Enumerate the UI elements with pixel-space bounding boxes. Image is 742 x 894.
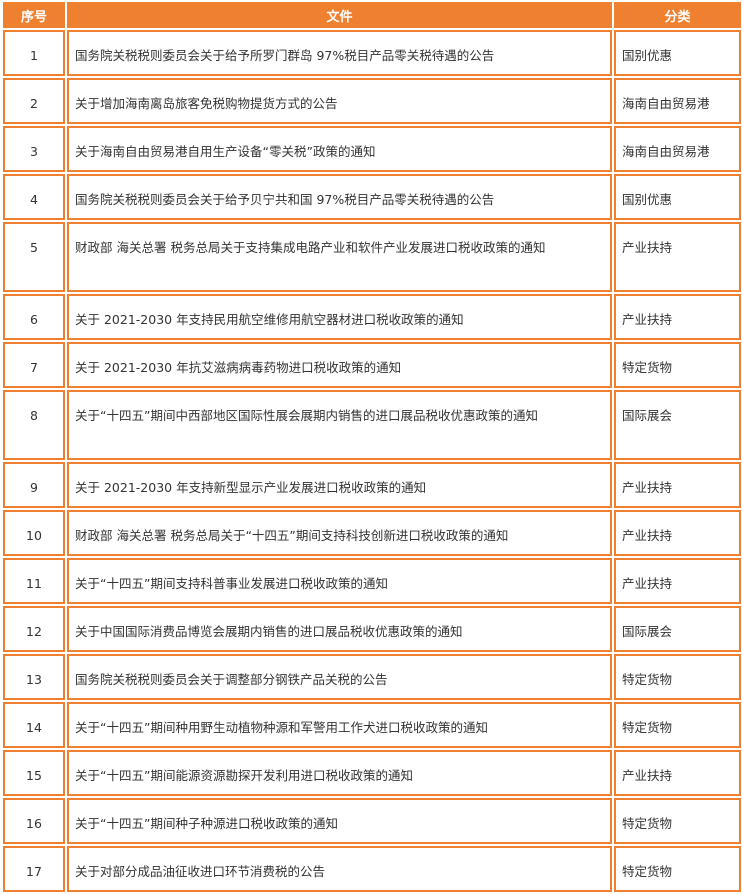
header-row: 序号 文件 分类 [3,2,741,28]
row-category: 国别优惠 [614,174,741,220]
row-document: 关于海南自由贸易港自用生产设备“零关税”政策的通知 [67,126,612,172]
row-index: 2 [3,78,65,124]
table-row: 15 关于“十四五”期间能源资源勘探开发利用进口税收政策的通知 产业扶持 [3,750,741,796]
row-index: 10 [3,510,65,556]
row-category: 产业扶持 [614,222,741,292]
row-category: 特定货物 [614,846,741,892]
header-document: 文件 [67,2,612,28]
row-category: 海南自由贸易港 [614,78,741,124]
table-row: 17 关于对部分成品油征收进口环节消费税的公告 特定货物 [3,846,741,892]
row-document: 关于 2021-2030 年支持新型显示产业发展进口税收政策的通知 [67,462,612,508]
row-document: 关于中国国际消费品博览会展期内销售的进口展品税收优惠政策的通知 [67,606,612,652]
header-category: 分类 [614,2,741,28]
row-category: 特定货物 [614,342,741,388]
row-index: 5 [3,222,65,292]
row-index: 13 [3,654,65,700]
table-row: 3 关于海南自由贸易港自用生产设备“零关税”政策的通知 海南自由贸易港 [3,126,741,172]
header-index: 序号 [3,2,65,28]
table-row: 4 国务院关税税则委员会关于给予贝宁共和国 97%税目产品零关税待遇的公告 国别优惠 [3,174,741,220]
table-row: 9 关于 2021-2030 年支持新型显示产业发展进口税收政策的通知 产业扶持 [3,462,741,508]
row-category: 国别优惠 [614,30,741,76]
row-document: 财政部 海关总署 税务总局关于“十四五”期间支持科技创新进口税收政策的通知 [67,510,612,556]
table-row: 13 国务院关税税则委员会关于调整部分钢铁产品关税的公告 特定货物 [3,654,741,700]
row-document: 国务院关税税则委员会关于调整部分钢铁产品关税的公告 [67,654,612,700]
row-index: 3 [3,126,65,172]
row-index: 9 [3,462,65,508]
row-category: 产业扶持 [614,510,741,556]
row-index: 8 [3,390,65,460]
row-document: 关于“十四五”期间支持科普事业发展进口税收政策的通知 [67,558,612,604]
row-index: 16 [3,798,65,844]
row-index: 12 [3,606,65,652]
table-row: 14 关于“十四五”期间种用野生动植物种源和军警用工作犬进口税收政策的通知 特定货物 [3,702,741,748]
row-category: 产业扶持 [614,294,741,340]
table-row: 5 财政部 海关总署 税务总局关于支持集成电路产业和软件产业发展进口税收政策的通知… [3,222,741,292]
table-row: 1 国务院关税税则委员会关于给予所罗门群岛 97%税目产品零关税待遇的公告 国别优惠 [3,30,741,76]
row-document: 关于“十四五”期间种子种源进口税收政策的通知 [67,798,612,844]
row-category: 产业扶持 [614,462,741,508]
row-index: 15 [3,750,65,796]
row-index: 17 [3,846,65,892]
row-category: 产业扶持 [614,750,741,796]
row-category: 特定货物 [614,798,741,844]
table-row: 8 关于“十四五”期间中西部地区国际性展会展期内销售的进口展品税收优惠政策的通知国… [3,390,741,460]
row-category: 特定货物 [614,654,741,700]
row-index: 14 [3,702,65,748]
row-document: 关于 2021-2030 年支持民用航空维修用航空器材进口税收政策的通知 [67,294,612,340]
row-category: 特定货物 [614,702,741,748]
table-row: 10 财政部 海关总署 税务总局关于“十四五”期间支持科技创新进口税收政策的通知产… [3,510,741,556]
row-document: 国务院关税税则委员会关于给予贝宁共和国 97%税目产品零关税待遇的公告 [67,174,612,220]
row-document: 关于“十四五”期间中西部地区国际性展会展期内销售的进口展品税收优惠政策的通知 [67,390,612,460]
row-index: 6 [3,294,65,340]
row-category: 海南自由贸易港 [614,126,741,172]
row-document: 关于 2021-2030 年抗艾滋病病毒药物进口税收政策的通知 [67,342,612,388]
table-row: 16 关于“十四五”期间种子种源进口税收政策的通知 特定货物 [3,798,741,844]
row-index: 4 [3,174,65,220]
row-category: 国际展会 [614,606,741,652]
table-row: 2 关于增加海南离岛旅客免税购物提货方式的公告 海南自由贸易港 [3,78,741,124]
row-category: 产业扶持 [614,558,741,604]
row-document: 财政部 海关总署 税务总局关于支持集成电路产业和软件产业发展进口税收政策的通知 [67,222,612,292]
row-index: 7 [3,342,65,388]
row-document: 国务院关税税则委员会关于给予所罗门群岛 97%税目产品零关税待遇的公告 [67,30,612,76]
table-row: 6 关于 2021-2030 年支持民用航空维修用航空器材进口税收政策的通知 产业扶… [3,294,741,340]
table-row: 12 关于中国国际消费品博览会展期内销售的进口展品税收优惠政策的通知 国际展会 [3,606,741,652]
row-index: 1 [3,30,65,76]
row-document: 关于增加海南离岛旅客免税购物提货方式的公告 [67,78,612,124]
table-row: 11 关于“十四五”期间支持科普事业发展进口税收政策的通知 产业扶持 [3,558,741,604]
table-row: 7 关于 2021-2030 年抗艾滋病病毒药物进口税收政策的通知 特定货物 [3,342,741,388]
row-document: 关于“十四五”期间种用野生动植物种源和军警用工作犬进口税收政策的通知 [67,702,612,748]
row-index: 11 [3,558,65,604]
row-category: 国际展会 [614,390,741,460]
row-document: 关于对部分成品油征收进口环节消费税的公告 [67,846,612,892]
row-document: 关于“十四五”期间能源资源勘探开发利用进口税收政策的通知 [67,750,612,796]
